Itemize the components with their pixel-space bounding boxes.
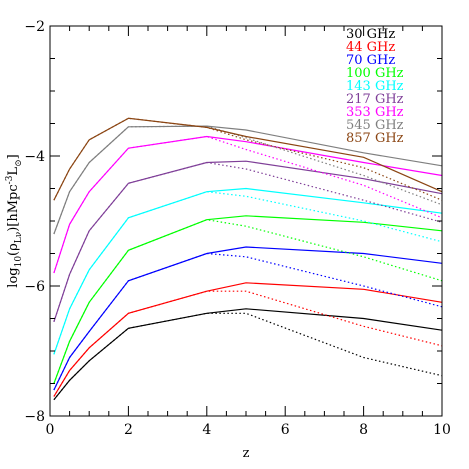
y-tick-label: −2: [24, 19, 45, 35]
series-line-44ghz-solid: [53, 282, 443, 397]
legend-entry-30ghz: 30 GHz: [346, 27, 395, 42]
legend-entry-217ghz: 217 GHz: [346, 92, 404, 107]
series-line-30ghz-solid: [53, 308, 443, 401]
y-tick-label: −8: [24, 409, 45, 425]
x-tick-label: 0: [46, 422, 55, 438]
legend-entry-857ghz: 857 GHz: [346, 131, 404, 146]
legend-entry-143ghz: 143 GHz: [346, 79, 404, 94]
series-line-353ghz-solid: [53, 135, 443, 274]
legend-entry-70ghz: 70 GHz: [346, 53, 395, 68]
series-line-30ghz-dotted: [53, 312, 443, 401]
series-line-100ghz-dotted: [53, 219, 443, 384]
series-line-217ghz-solid: [53, 160, 443, 322]
legend-entry-100ghz: 100 GHz: [346, 66, 404, 81]
series-line-545ghz-dotted: [53, 125, 443, 235]
y-tick-label: −6: [24, 279, 45, 295]
series-line-353ghz-dotted: [53, 135, 443, 274]
series-line-217ghz-dotted: [53, 161, 443, 322]
y-axis-label: log10(ρLν)[hMpc-3L⊙]: [5, 154, 24, 287]
series-line-857ghz-dotted: [53, 117, 443, 201]
series-line-70ghz-dotted: [53, 252, 443, 391]
x-axis-label: z: [243, 446, 250, 461]
x-tick-label: 6: [281, 422, 290, 438]
legend-entry-353ghz: 353 GHz: [346, 105, 404, 120]
x-tick-label: 10: [433, 422, 451, 438]
series-line-70ghz-solid: [53, 246, 443, 391]
series-line-143ghz-solid: [53, 187, 443, 355]
legend-entry-545ghz: 545 GHz: [346, 118, 404, 133]
x-tick-label: 4: [202, 422, 211, 438]
axis-ticks: [49, 25, 443, 417]
series-line-100ghz-solid: [53, 215, 443, 384]
x-tick-label: 2: [124, 422, 133, 438]
tick-labels: 0 2 4 6 8 10 −8 −6 −4 −2: [24, 19, 451, 438]
legend-entry-44ghz: 44 GHz: [346, 40, 395, 55]
plot-lines: [53, 117, 443, 401]
series-line-44ghz-dotted: [53, 290, 443, 397]
x-tick-label: 8: [359, 422, 368, 438]
y-tick-label: −4: [24, 149, 45, 165]
